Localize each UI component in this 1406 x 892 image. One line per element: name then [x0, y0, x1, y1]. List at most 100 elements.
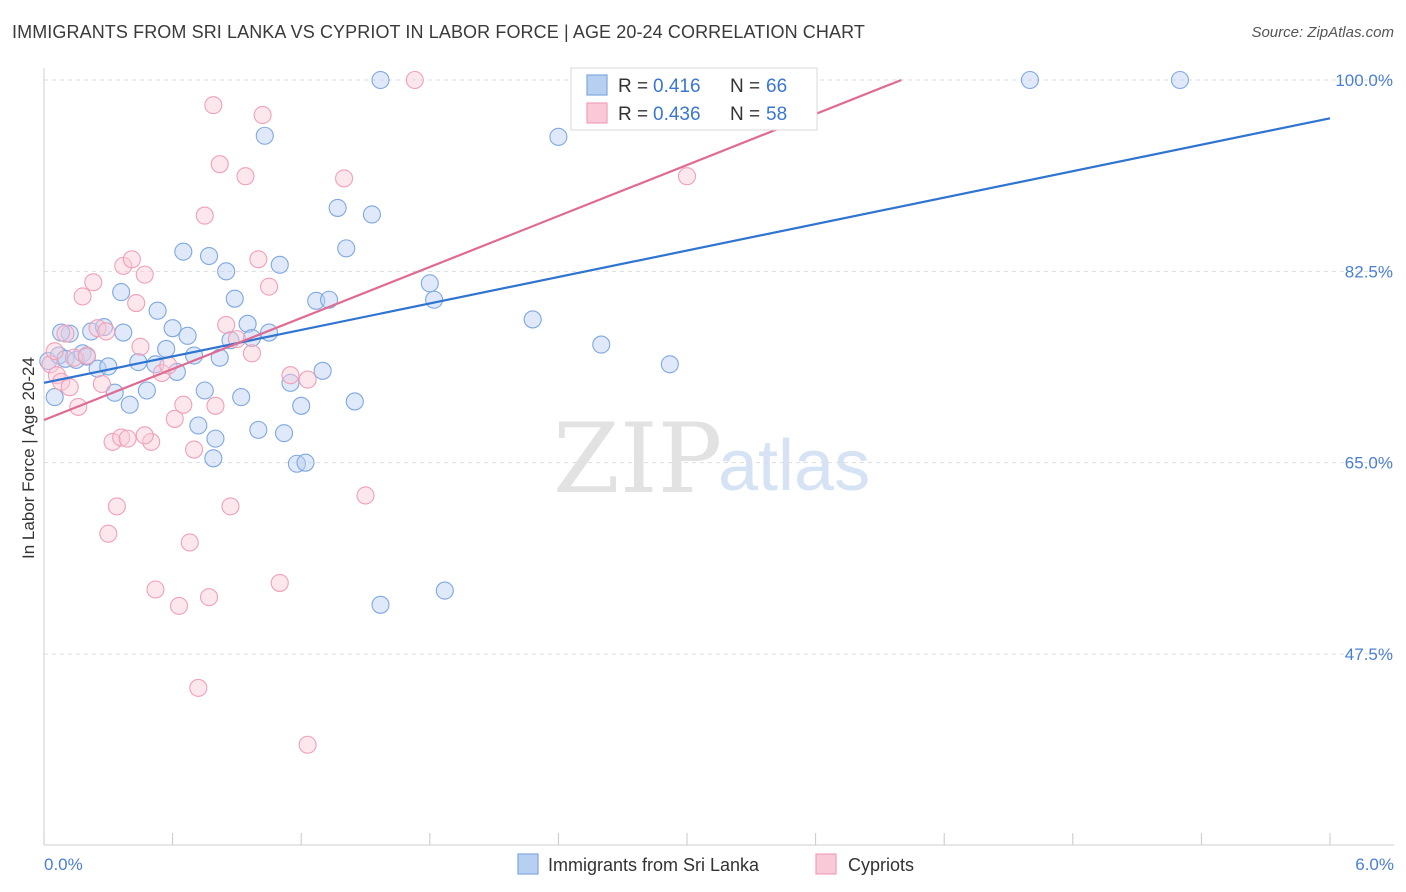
legend-n-value-pink: 58	[766, 104, 787, 125]
sri-lanka-point-20	[164, 320, 181, 337]
cypriots-point-49	[299, 371, 316, 388]
sri-lanka-point-33	[226, 290, 243, 307]
sri-lanka-point-31	[218, 263, 235, 280]
cypriots-point-1	[46, 343, 63, 360]
watermark-atlas: atlas	[718, 426, 870, 506]
sri-lanka-point-44	[293, 397, 310, 414]
cypriots-point-42	[237, 168, 254, 185]
cypriots-point-36	[205, 97, 222, 114]
sri-lanka-point-65	[113, 284, 130, 301]
sri-lanka-point-61	[661, 356, 678, 373]
sri-lanka-point-55	[421, 275, 438, 292]
cypriots-point-40	[222, 498, 239, 515]
cypriots-point-8	[74, 288, 91, 305]
cypriots-point-48	[282, 367, 299, 384]
cypriots-point-53	[406, 72, 423, 89]
sri-lanka-point-23	[179, 327, 196, 344]
chart-canvas: ZIP atlas In Labor Force | Age 20-24 47.…	[0, 0, 1406, 892]
sri-lanka-point-26	[196, 382, 213, 399]
sri-lanka-point-56	[426, 291, 443, 308]
cypriots-point-46	[261, 278, 278, 295]
x-ticks	[44, 833, 1330, 845]
bottom-legend-swatch-cypriots	[816, 854, 836, 874]
cypriots-point-10	[85, 274, 102, 291]
legend-r-label-blue: R =	[618, 76, 648, 97]
sri-lanka-point-53	[372, 72, 389, 89]
cypriots-point-12	[93, 375, 110, 392]
sri-lanka-point-22	[175, 243, 192, 260]
cypriots-point-45	[254, 106, 271, 123]
cypriots-point-13	[98, 323, 115, 340]
sri-lanka-point-45	[297, 454, 314, 471]
cypriots-point-43	[243, 345, 260, 362]
sri-lanka-point-25	[190, 417, 207, 434]
legend: R = 0.416 N = 66 R = 0.436 N = 58	[571, 68, 817, 130]
legend-r-label-pink: R =	[618, 104, 648, 125]
sri-lanka-point-59	[550, 128, 567, 145]
cypriots-point-31	[181, 534, 198, 551]
cypriots-point-22	[132, 338, 149, 355]
cypriots-point-38	[211, 156, 228, 173]
sri-lanka-point-62	[1021, 72, 1038, 89]
cypriots-point-57	[136, 427, 153, 444]
bottom-legend-label-sri-lanka: Immigrants from Sri Lanka	[548, 855, 760, 875]
sri-lanka-point-38	[256, 127, 273, 144]
bottom-legend-swatch-sri-lanka	[518, 854, 538, 874]
sri-lanka-point-54	[372, 596, 389, 613]
legend-n-label-pink: N =	[730, 104, 760, 125]
legend-n-label-blue: N =	[730, 76, 760, 97]
y-tick-label-2: 82.5%	[1345, 262, 1393, 281]
cypriots-point-23	[136, 266, 153, 283]
legend-n-value-blue: 66	[766, 76, 787, 97]
y-tick-labels: 47.5% 65.0% 82.5% 100.0%	[1335, 71, 1393, 664]
sri-lanka-point-19	[158, 340, 175, 357]
sri-lanka-point-16	[138, 382, 155, 399]
sri-lanka-point-49	[329, 199, 346, 216]
sri-lanka-point-51	[346, 393, 363, 410]
sri-lanka-point-41	[276, 425, 293, 442]
sri-lanka-point-14	[121, 396, 138, 413]
sri-lanka-point-11	[100, 358, 117, 375]
sri-lanka-point-18	[149, 302, 166, 319]
cypriots-point-35	[201, 589, 218, 606]
cypriots-point-21	[128, 295, 145, 312]
cypriots-point-25	[147, 581, 164, 598]
sri-lanka-point-34	[233, 389, 250, 406]
cypriots-point-32	[186, 441, 203, 458]
legend-r-value-blue: 0.416	[653, 76, 701, 97]
y-tick-label-0: 47.5%	[1345, 645, 1393, 664]
gridlines	[44, 80, 1394, 654]
sri-lanka-point-52	[363, 206, 380, 223]
y-tick-label-1: 65.0%	[1345, 454, 1393, 473]
cypriots-point-39	[218, 316, 235, 333]
cypriots-point-30	[175, 396, 192, 413]
cypriots-point-51	[336, 170, 353, 187]
sri-lanka-point-60	[593, 336, 610, 353]
legend-r-value-pink: 0.436	[653, 104, 701, 125]
bottom-legend-label-cypriots: Cypriots	[848, 855, 914, 875]
trendline-cypriots	[44, 80, 901, 420]
watermark-zip: ZIP	[553, 403, 722, 515]
cypriots-point-37	[207, 397, 224, 414]
y-tick-label-3: 100.0%	[1335, 71, 1393, 90]
sri-lanka-point-29	[207, 430, 224, 447]
cypriots-point-33	[190, 679, 207, 696]
cypriots-point-20	[123, 251, 140, 268]
sri-lanka-point-58	[524, 311, 541, 328]
cypriots-point-47	[271, 574, 288, 591]
sri-lanka-point-50	[338, 240, 355, 257]
cypriots-point-19	[119, 430, 136, 447]
cypriots-point-54	[679, 168, 696, 185]
cypriots-point-9	[78, 347, 95, 364]
cypriots-point-34	[196, 207, 213, 224]
watermark: ZIP atlas	[553, 403, 870, 515]
sri-lanka-point-1	[46, 389, 63, 406]
legend-swatch-blue	[587, 75, 607, 95]
y-axis-title: In Labor Force | Age 20-24	[19, 357, 38, 559]
legend-swatch-pink	[587, 103, 607, 123]
sri-lanka-point-37	[250, 421, 267, 438]
bottom-legend: Immigrants from Sri Lanka Cypriots	[518, 854, 914, 875]
cypriots-point-14	[100, 525, 117, 542]
cypriots-point-29	[171, 597, 188, 614]
sri-lanka-point-63	[1171, 72, 1188, 89]
